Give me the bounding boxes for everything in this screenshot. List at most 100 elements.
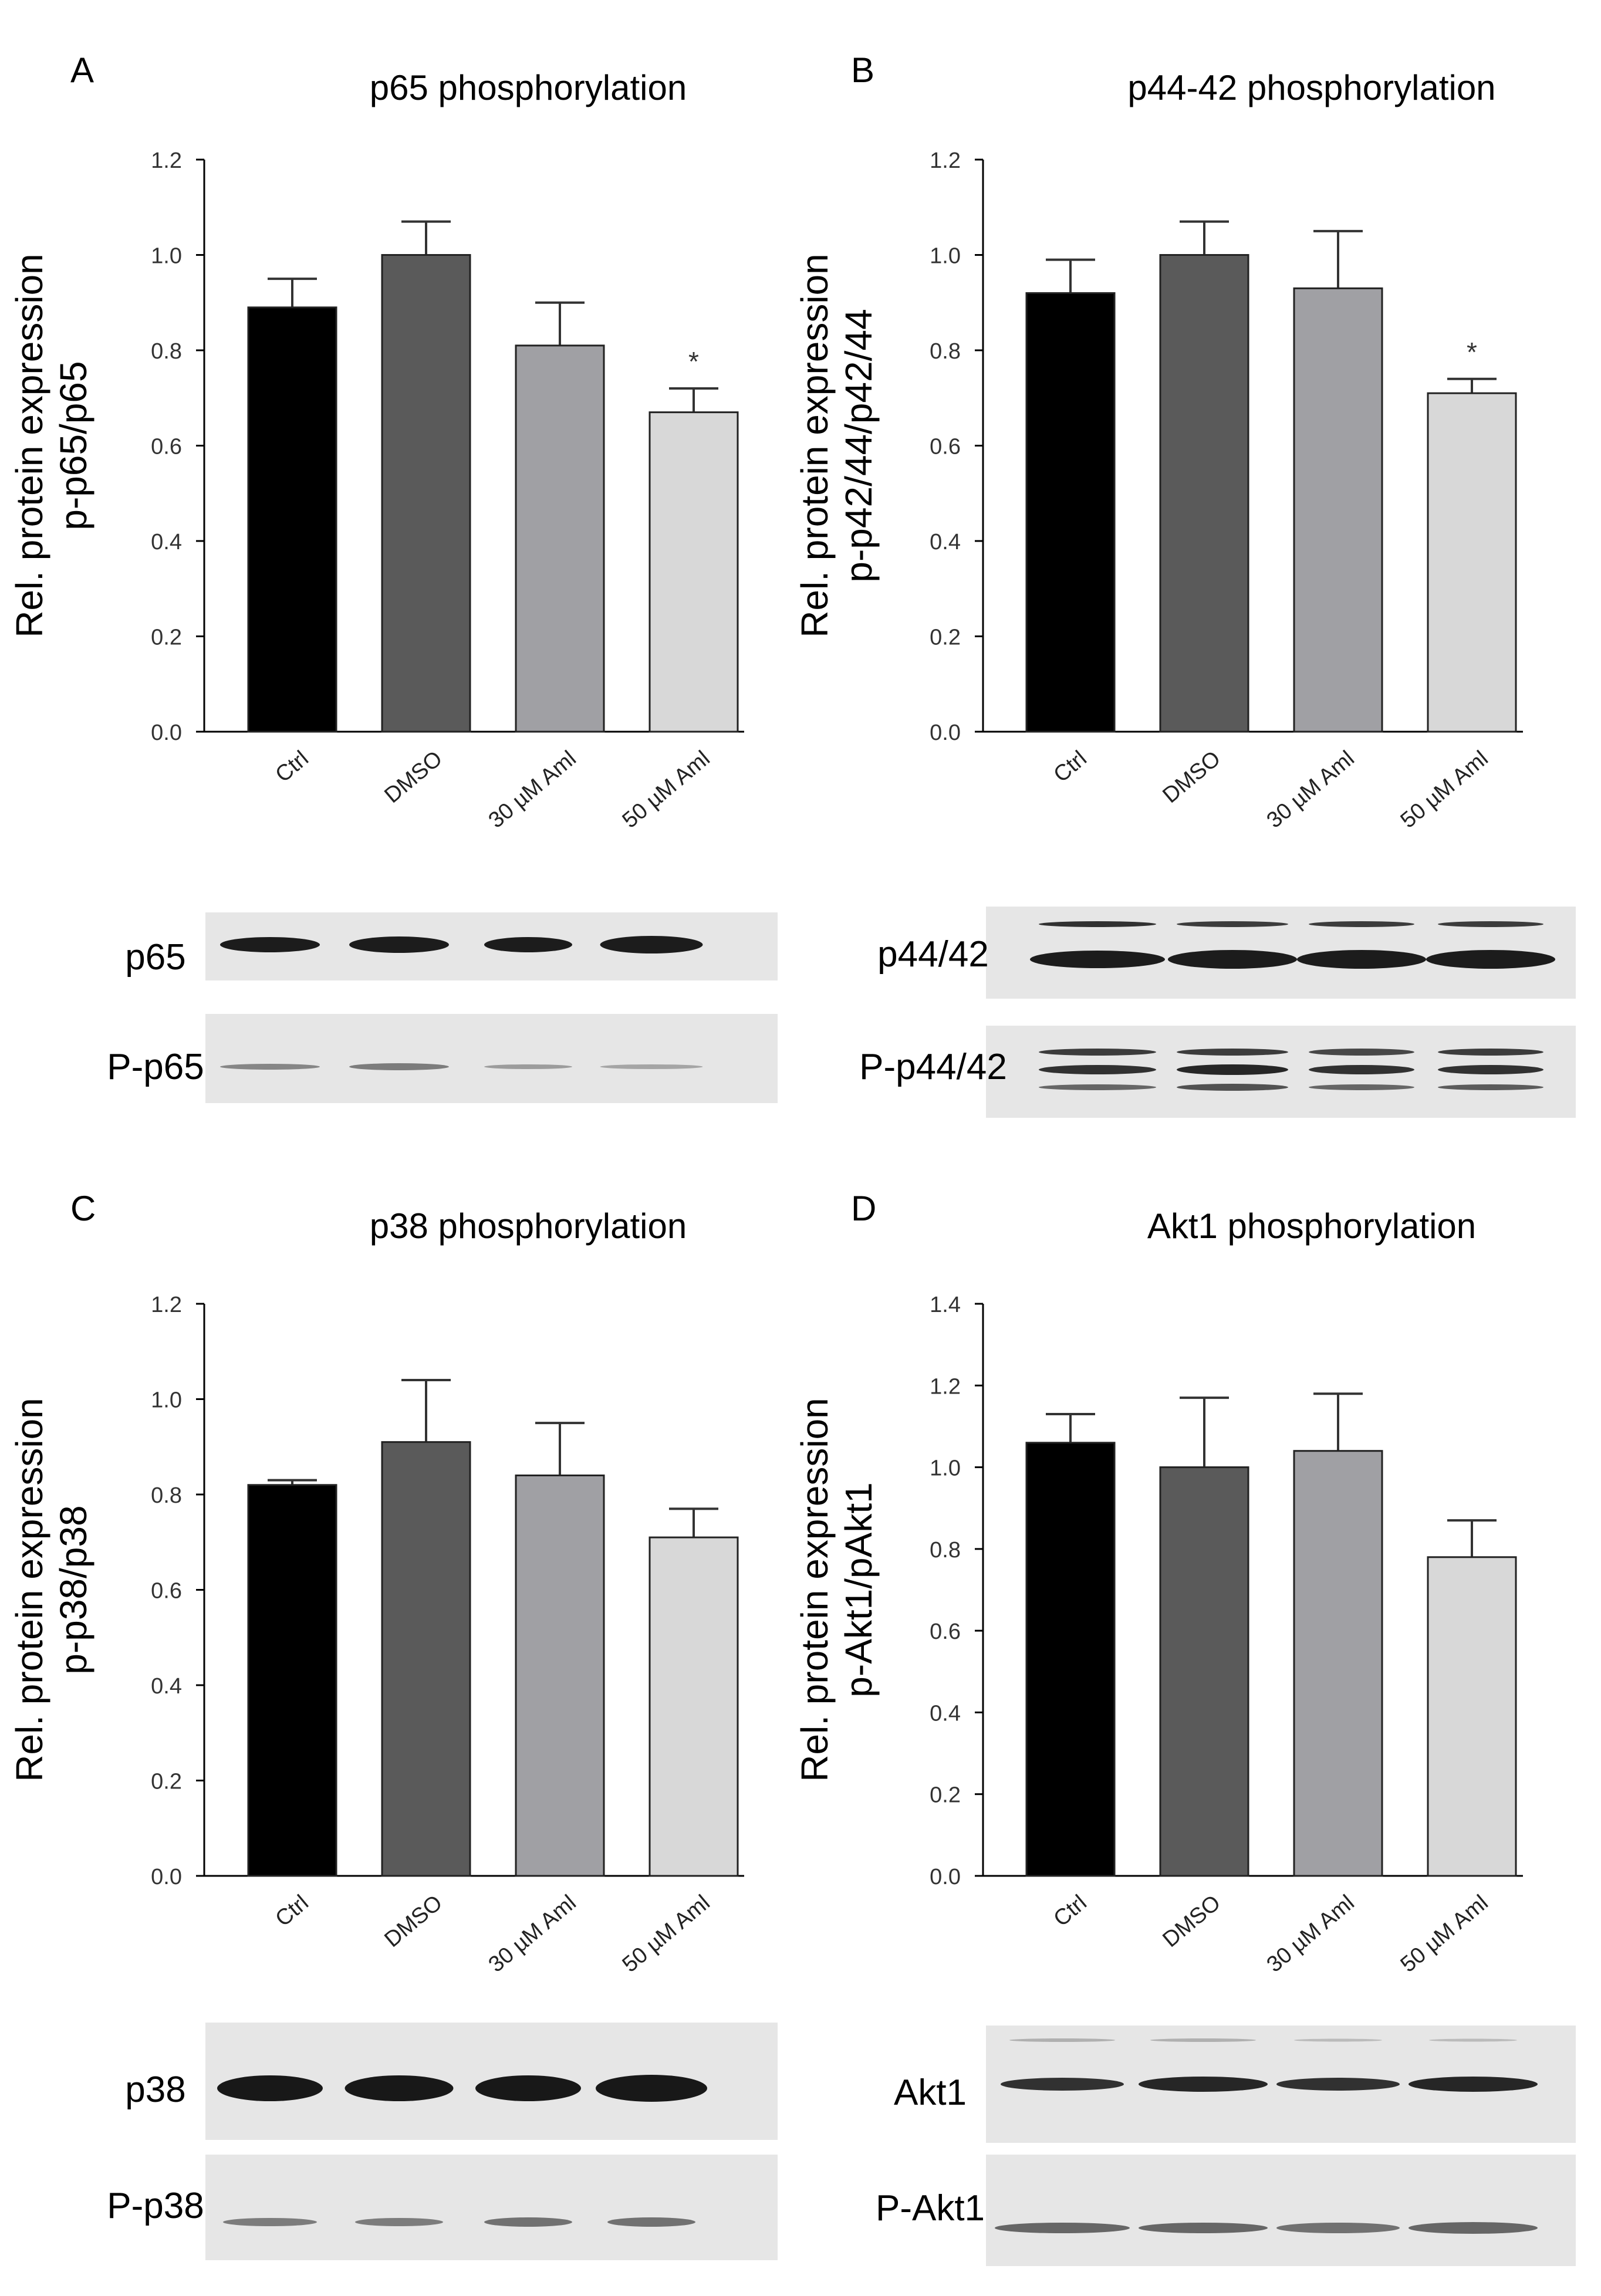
- x-tick-label: DMSO: [380, 1891, 447, 1952]
- blot-band: [1309, 1065, 1414, 1074]
- blot-band: [484, 2217, 572, 2227]
- blot-band: [995, 2223, 1130, 2233]
- x-tick-label: 50 µM Aml: [1396, 746, 1493, 833]
- blot-strip: [205, 2155, 778, 2260]
- y-axis-label-line: Rel. protein expression: [793, 1398, 836, 1782]
- y-tick-label: 0.8: [151, 339, 182, 364]
- bar-1: [381, 254, 471, 733]
- blot-band: [1039, 921, 1156, 927]
- y-tick-label: 0.0: [930, 721, 961, 745]
- y-tick-label: 0.0: [930, 1865, 961, 1889]
- blot-band: [1426, 950, 1555, 969]
- bar-1: [1159, 1466, 1249, 1877]
- blot-band: [1297, 950, 1426, 969]
- blot-band: [475, 2075, 581, 2101]
- blot-band: [1309, 1049, 1414, 1056]
- blot-label: P-Akt1: [876, 2188, 985, 2229]
- blot-band: [596, 2075, 707, 2102]
- y-tick-label: 0.6: [151, 435, 182, 459]
- y-tick-label: 0.2: [151, 1770, 182, 1794]
- x-tick-label: Ctrl: [1049, 1891, 1092, 1932]
- y-tick-label: 0.2: [151, 625, 182, 650]
- x-tick-label: DMSO: [380, 746, 447, 808]
- blot-band: [1409, 2222, 1538, 2234]
- blot-band: [600, 1064, 703, 1069]
- blot-label: p44/42: [877, 934, 989, 975]
- blot-strip: [205, 1014, 778, 1103]
- blot-band: [1177, 921, 1288, 927]
- blot-band: [1150, 2038, 1256, 2042]
- y-tick-label: 1.0: [151, 244, 182, 269]
- y-tick-label: 0.8: [930, 1538, 961, 1563]
- blot-band: [1438, 1084, 1543, 1090]
- blot-band: [1438, 1065, 1543, 1074]
- x-tick-label: Ctrl: [271, 1891, 313, 1932]
- y-tick-label: 1.0: [930, 244, 961, 269]
- blot-label: p65: [125, 937, 185, 978]
- bar-3: [648, 1536, 739, 1877]
- bar-2: [1293, 1450, 1383, 1877]
- x-tick-label: 30 µM Aml: [484, 746, 581, 833]
- blot-band: [1177, 1049, 1288, 1056]
- blot-band: [217, 2075, 323, 2101]
- x-tick-label: DMSO: [1158, 1891, 1225, 1952]
- bar-0: [247, 1484, 337, 1877]
- blot-band: [607, 2217, 695, 2227]
- bar-3: [648, 411, 739, 733]
- blot-band: [1001, 2078, 1124, 2091]
- y-axis-label-line: p-p42/44/p42/44: [837, 309, 880, 582]
- blot-label: P-p65: [107, 1047, 204, 1087]
- blot-band: [1438, 1049, 1543, 1056]
- x-tick-label: 30 µM Aml: [1262, 746, 1359, 833]
- bar-2: [515, 1475, 605, 1877]
- blot-band: [220, 937, 320, 952]
- blot-label: Akt1: [894, 2072, 967, 2113]
- panel-letter: B: [851, 50, 874, 90]
- bar-0: [1025, 1442, 1116, 1877]
- chart-title: p38 phosphorylation: [370, 1206, 687, 1246]
- y-tick-label: 1.0: [151, 1388, 182, 1413]
- panel-letter: C: [70, 1189, 96, 1228]
- blot-band: [1276, 2078, 1400, 2091]
- y-axis-label-line: p-Akt1/pAkt1: [837, 1482, 880, 1697]
- blot-band: [349, 1063, 449, 1070]
- panel-letter: D: [851, 1189, 876, 1228]
- blot-label: P-p38: [107, 2186, 204, 2226]
- y-tick-label: 0.2: [930, 1783, 961, 1808]
- blot-strip: [986, 2155, 1576, 2266]
- blot-band: [484, 937, 572, 952]
- bar-3: [1427, 392, 1517, 733]
- y-tick-label: 0.2: [930, 625, 961, 650]
- blot-band: [349, 936, 449, 953]
- y-axis-label-line: Rel. protein expression: [8, 1398, 50, 1782]
- significance-marker: *: [688, 346, 699, 377]
- blot-band: [484, 1064, 572, 1069]
- blot-band: [1168, 950, 1297, 969]
- y-tick-label: 0.4: [151, 1674, 182, 1699]
- blot-label: P-p44/42: [859, 1047, 1007, 1087]
- blot-band: [1177, 1064, 1288, 1075]
- blot-band: [1039, 1065, 1156, 1074]
- blot-band: [355, 2218, 443, 2226]
- blot-band: [1309, 921, 1414, 927]
- y-tick-label: 1.2: [930, 148, 961, 173]
- blot-band: [1030, 951, 1165, 968]
- chart-title: p65 phosphorylation: [370, 68, 687, 107]
- panel-letter: A: [70, 50, 94, 90]
- bar-0: [1025, 292, 1116, 733]
- blot-band: [1294, 2038, 1382, 2042]
- x-tick-label: 50 µM Aml: [618, 746, 715, 833]
- y-tick-label: 0.8: [930, 339, 961, 364]
- y-tick-label: 1.2: [930, 1374, 961, 1399]
- blot-band: [1177, 1084, 1288, 1091]
- blot-band: [1309, 1084, 1414, 1090]
- blot-band: [1039, 1049, 1156, 1056]
- x-tick-label: 50 µM Aml: [618, 1891, 715, 1977]
- y-tick-label: 0.4: [151, 530, 182, 554]
- bar-3: [1427, 1556, 1517, 1877]
- blot-band: [223, 2218, 317, 2226]
- blot-label: p38: [125, 2070, 185, 2110]
